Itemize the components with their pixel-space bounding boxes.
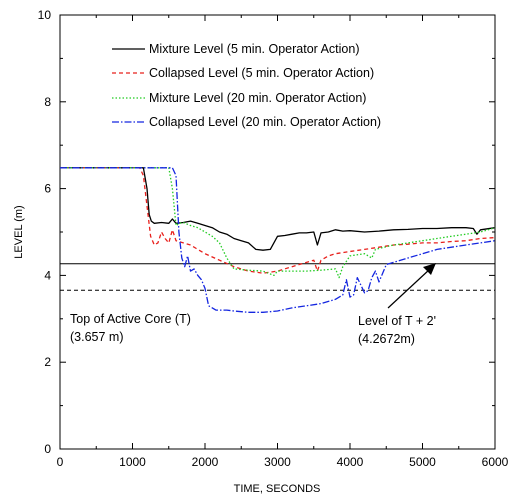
x-tick-label: 5000 xyxy=(409,455,436,469)
y-tick-label: 10 xyxy=(38,8,52,22)
series-line-0 xyxy=(60,167,496,251)
y-tick-label: 6 xyxy=(44,182,51,196)
series-line-1 xyxy=(60,167,496,274)
axis-ticks xyxy=(59,14,496,450)
x-tick-label: 0 xyxy=(57,455,64,469)
annotation-arrow-head xyxy=(423,263,436,275)
series-line-2 xyxy=(60,167,496,279)
y-tick-label: 2 xyxy=(44,355,51,369)
legend-label-collapsed-5min: Collapsed Level (5 min. Operator Action) xyxy=(149,66,374,80)
y-axis-title: LEVEL (m) xyxy=(13,205,25,258)
x-tick-label: 4000 xyxy=(337,455,364,469)
y-tick-label: 0 xyxy=(44,442,51,456)
annotation-t-plus-2ft: Level of T + 2' (4.2672m) xyxy=(358,263,436,346)
series-line-3 xyxy=(60,167,496,313)
annotation-top-of-core: Top of Active Core (T) (3.657 m) xyxy=(70,312,191,344)
legend: Mixture Level (5 min. Operator Action) C… xyxy=(112,42,381,129)
y-tick-label: 4 xyxy=(44,268,51,282)
legend-label-mixture-20min: Mixture Level (20 min. Operator Action) xyxy=(149,91,366,105)
annotation-t-plus-2ft-line2: (4.2672m) xyxy=(358,332,415,346)
y-tick-labels: 0 2 4 6 8 10 xyxy=(38,8,52,456)
x-axis-title: TIME, SECONDS xyxy=(234,483,321,495)
x-tick-label: 3000 xyxy=(264,455,291,469)
annotation-t-plus-2ft-line1: Level of T + 2' xyxy=(358,314,436,328)
annotation-arrow-shaft xyxy=(387,268,431,309)
legend-label-mixture-5min: Mixture Level (5 min. Operator Action) xyxy=(149,42,360,56)
x-tick-label: 1000 xyxy=(119,455,146,469)
x-tick-label: 6000 xyxy=(482,455,509,469)
annotation-top-of-core-line1: Top of Active Core (T) xyxy=(70,312,191,326)
reference-lines xyxy=(60,263,495,291)
y-tick-label: 8 xyxy=(44,95,51,109)
x-tick-label: 2000 xyxy=(192,455,219,469)
plot-frame xyxy=(59,14,496,450)
annotation-top-of-core-line2: (3.657 m) xyxy=(70,330,124,344)
x-tick-labels: 0 1000 2000 3000 4000 5000 6000 xyxy=(57,455,509,469)
series-lines xyxy=(60,167,496,313)
legend-label-collapsed-20min: Collapsed Level (20 min. Operator Action… xyxy=(149,115,381,129)
